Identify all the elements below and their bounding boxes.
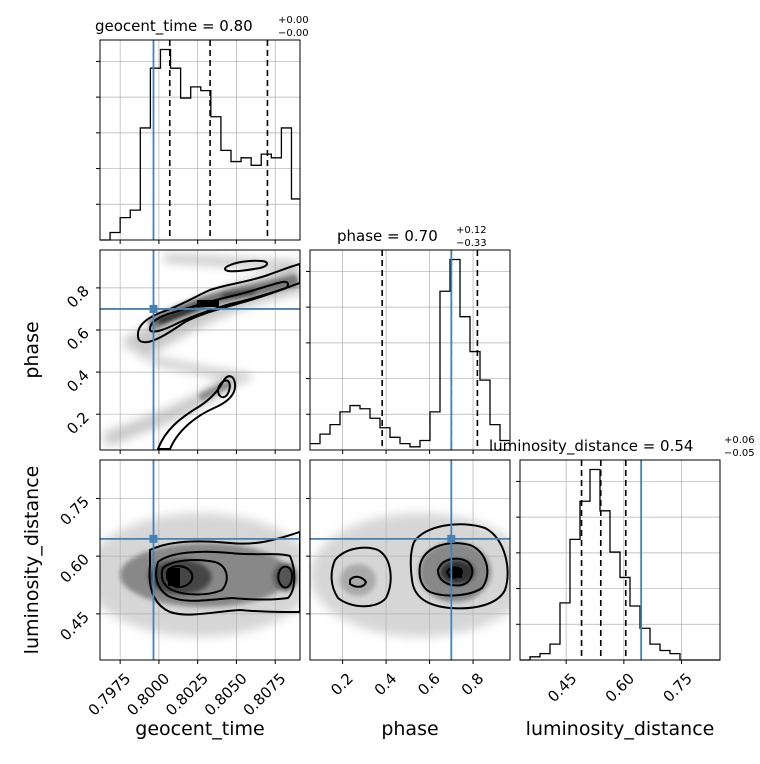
truth-point (149, 304, 158, 313)
contours-ld-vs-geocent-time (148, 530, 300, 616)
x-tick-label: 0.8075 (240, 670, 290, 720)
histogram-luminosity_distance (520, 468, 720, 661)
density-peak (168, 568, 180, 586)
x-tick-label: 0.8025 (162, 670, 212, 720)
contours-phase-vs-geocent-time (136, 259, 300, 450)
title-sub: −0.00 (278, 28, 309, 39)
y-tick-label: 0.45 (56, 608, 92, 644)
x-tick-label: 0.45 (544, 670, 580, 706)
x-axis-label-geocent-time: geocent_time (135, 718, 264, 740)
density-ld-vs-phase (310, 513, 510, 637)
panel-frame-0-0 (99, 39, 301, 241)
density-ld-vs-geocent-time (100, 513, 300, 637)
y-axis-label-phase: phase (21, 321, 43, 378)
x-tick-label: 0.2 (327, 670, 357, 700)
y-tick-label: 0.2 (63, 408, 93, 438)
title-phase: phase = 0.70 +0.12 −0.33 (337, 225, 487, 249)
x-tick-label: 0.75 (659, 670, 695, 706)
x-axis-label-luminosity-distance: luminosity_distance (526, 718, 715, 740)
x-tick-label: 0.7975 (85, 670, 135, 720)
y-tick-label: 0.8 (63, 282, 93, 312)
title-sup: +0.12 (456, 225, 487, 236)
title-luminosity-distance: luminosity_distance = 0.54 +0.06 −0.05 (489, 435, 755, 459)
panel-frame-2-1 (309, 459, 511, 661)
panel-frame-2-0 (99, 459, 301, 661)
y-tick-label: 0.4 (63, 366, 93, 396)
histogram-phase (310, 258, 510, 448)
title-label: luminosity_distance = 0.54 (489, 437, 693, 456)
y-tick-label: 0.75 (56, 493, 92, 529)
x-tick-label: 0.8 (458, 670, 488, 700)
density-peak (197, 300, 219, 307)
x-tick-label: 0.8050 (201, 670, 251, 720)
density-peak (450, 568, 462, 578)
panel-frame-2-2 (519, 459, 721, 661)
truth-point (447, 534, 456, 543)
frame-layer (99, 39, 721, 661)
x-tick-label: 0.6 (414, 670, 444, 700)
title-geocent-time: geocent_time = 0.80 +0.00 −0.00 (95, 15, 309, 39)
panel-frame-1-1 (309, 249, 511, 451)
y-tick-label: 0.60 (56, 550, 92, 586)
density-core (147, 274, 300, 402)
x-tick-label: 0.8000 (123, 670, 173, 720)
truth-point (149, 534, 158, 543)
title-sup: +0.06 (724, 435, 755, 446)
density-core (340, 542, 491, 602)
x-tick-label: 0.60 (602, 670, 638, 706)
x-axis-label-phase: phase (381, 718, 438, 740)
title-sub: −0.33 (456, 238, 487, 249)
x-tick-label: 0.4 (371, 670, 401, 700)
truth-layer (100, 40, 643, 660)
y-tick-label: 0.6 (63, 324, 93, 354)
y-axis-label-luminosity-distance: luminosity_distance (21, 466, 43, 655)
title-sub: −0.05 (724, 448, 755, 459)
density-phase-vs-geocent-time (102, 253, 300, 450)
histogram-geocent_time (100, 48, 300, 241)
panel-frame-1-0 (99, 249, 301, 451)
title-label: phase = 0.70 (337, 227, 438, 245)
title-label: geocent_time = 0.80 (95, 17, 253, 36)
title-sup: +0.00 (278, 15, 309, 26)
